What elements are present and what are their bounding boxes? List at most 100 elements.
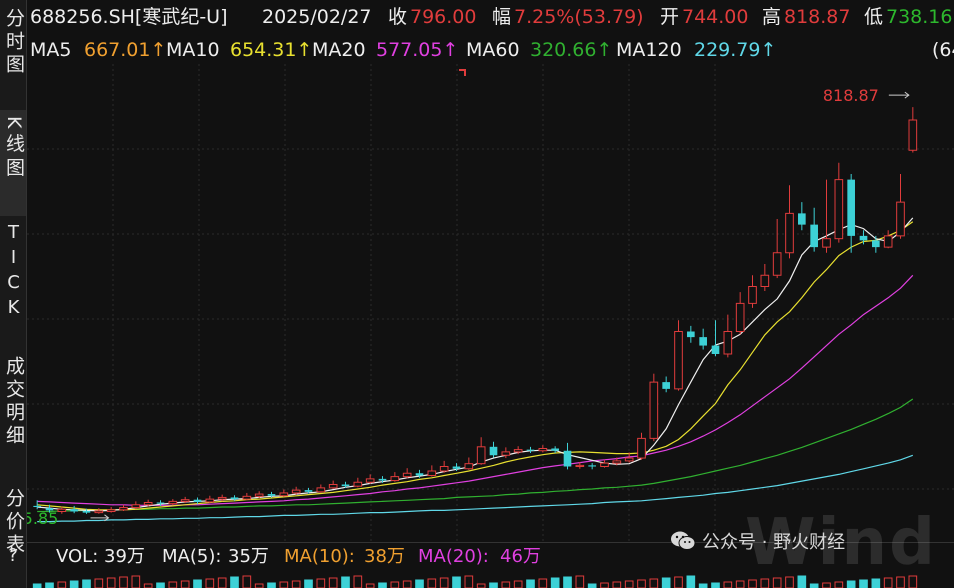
- ma5-value: 667.01↑: [84, 39, 167, 61]
- volume-bar: [760, 578, 770, 588]
- volume-bar: [267, 582, 276, 588]
- volume-bar: [674, 576, 683, 588]
- wechat-watermark: 公众号 · 野火财经: [670, 528, 845, 554]
- change-label: 幅: [492, 6, 512, 28]
- tab-tick-label: TICK: [3, 222, 24, 322]
- candle-body: [70, 509, 78, 512]
- volume-bar: [587, 583, 597, 588]
- volume-bar: [415, 579, 424, 588]
- ma-more-toggle[interactable]: (64: [932, 39, 954, 61]
- ma10-line: [37, 221, 914, 511]
- ma10-label: MA10: [166, 39, 220, 61]
- volume-bar: [45, 582, 54, 588]
- candle-body: [637, 437, 646, 459]
- candle-body: [341, 484, 350, 487]
- candle-body: [563, 450, 572, 467]
- candle-body: [427, 470, 437, 476]
- min-price-arrowhead: [104, 514, 110, 522]
- volume-bar: [402, 580, 412, 588]
- vol-ma20-value: 46万: [500, 546, 541, 567]
- candle-body: [649, 381, 659, 439]
- candle-body: [328, 484, 338, 489]
- volume-bar: [168, 581, 178, 588]
- kline-chart[interactable]: 818.87 95.85: [27, 64, 954, 542]
- tab-trade-detail-label: 成交明细: [3, 356, 25, 448]
- volume-bar: [230, 576, 239, 588]
- candle-body: [699, 337, 707, 346]
- candle-body: [267, 494, 276, 496]
- volume-chart[interactable]: [27, 570, 954, 588]
- volume-bar: [82, 579, 91, 588]
- quote-header: 688256.SH[寒武纪-U] 2025/02/27 收 796.00 幅 7…: [26, 0, 954, 34]
- volume-bar: [834, 581, 844, 588]
- candle-body: [810, 224, 818, 248]
- candle-body: [551, 448, 559, 451]
- candle-body: [723, 331, 733, 355]
- high-label: 高: [762, 6, 782, 28]
- volume-bar: [550, 577, 560, 588]
- tab-price-table[interactable]: 分价表: [0, 488, 26, 578]
- volume-bar: [94, 578, 104, 588]
- volume-bar: [723, 581, 733, 588]
- volume-bar: [69, 580, 79, 588]
- candle-body: [834, 179, 844, 240]
- candle-body: [106, 509, 116, 512]
- volume-bar: [772, 577, 782, 588]
- volume-bar: [612, 581, 622, 588]
- volume-bar: [846, 580, 856, 588]
- help-icon[interactable]: ?: [8, 545, 18, 566]
- volume-bar: [501, 581, 511, 588]
- low-value: 738.16: [886, 6, 953, 28]
- volume-bar: [193, 579, 202, 588]
- volume-legend: VOL: 39万 MA(5): 35万 MA(10): 38万 MA(20): …: [26, 542, 954, 571]
- candle-body: [452, 466, 461, 469]
- tab-intraday-label: 分时图: [3, 8, 25, 77]
- volume-bar: [489, 582, 498, 588]
- ma-lines: [37, 217, 914, 523]
- close-label: 收: [388, 6, 408, 28]
- volume-bar: [563, 576, 572, 588]
- candle-body: [168, 500, 178, 505]
- vol-ma5-value: 35万: [228, 546, 269, 567]
- volume-bar: [365, 583, 375, 588]
- candle-body: [785, 212, 794, 254]
- volume-bar: [131, 575, 141, 588]
- vol-value: 39万: [104, 546, 145, 567]
- min-price-label: 95.85: [27, 509, 58, 528]
- tab-trade-detail[interactable]: 成交明细: [0, 356, 26, 476]
- volume-bar: [809, 583, 819, 588]
- candle-body: [798, 213, 806, 225]
- volume-bar: [526, 579, 535, 588]
- candle-body: [217, 496, 227, 500]
- volume-bar: [637, 579, 646, 588]
- candle-body: [193, 499, 202, 502]
- candle-body: [748, 286, 757, 304]
- volume-bar: [735, 580, 745, 588]
- candle-body: [365, 478, 375, 483]
- low-label: 低: [864, 6, 884, 28]
- candle-body: [687, 331, 695, 338]
- ma120-label: MA120: [616, 39, 682, 61]
- candle-body: [82, 510, 91, 513]
- volume-bar: [464, 575, 474, 588]
- candle-body: [600, 462, 609, 467]
- volume-bar: [328, 577, 338, 588]
- ma60-label: MA60: [466, 39, 520, 61]
- volume-bar: [859, 579, 868, 588]
- candle-body: [390, 476, 400, 482]
- volume-bar: [316, 578, 326, 588]
- max-price-arrowhead: [904, 91, 910, 99]
- candle-body: [859, 235, 868, 241]
- volume-bar: [291, 580, 301, 588]
- tab-price-table-label: 分价表: [3, 488, 25, 557]
- volume-bar: [180, 580, 190, 588]
- ma20-label: MA20: [312, 39, 366, 61]
- volume-bar: [797, 575, 807, 588]
- candle-body: [526, 449, 535, 451]
- vol-ma10-label: MA(10):: [284, 546, 355, 567]
- tab-tick[interactable]: TICK: [0, 222, 26, 332]
- volume-bar: [57, 581, 67, 588]
- vol-ma10-value: 38万: [364, 546, 405, 567]
- tab-kline[interactable]: K线图: [0, 110, 26, 216]
- tab-intraday[interactable]: 分时图: [0, 8, 26, 98]
